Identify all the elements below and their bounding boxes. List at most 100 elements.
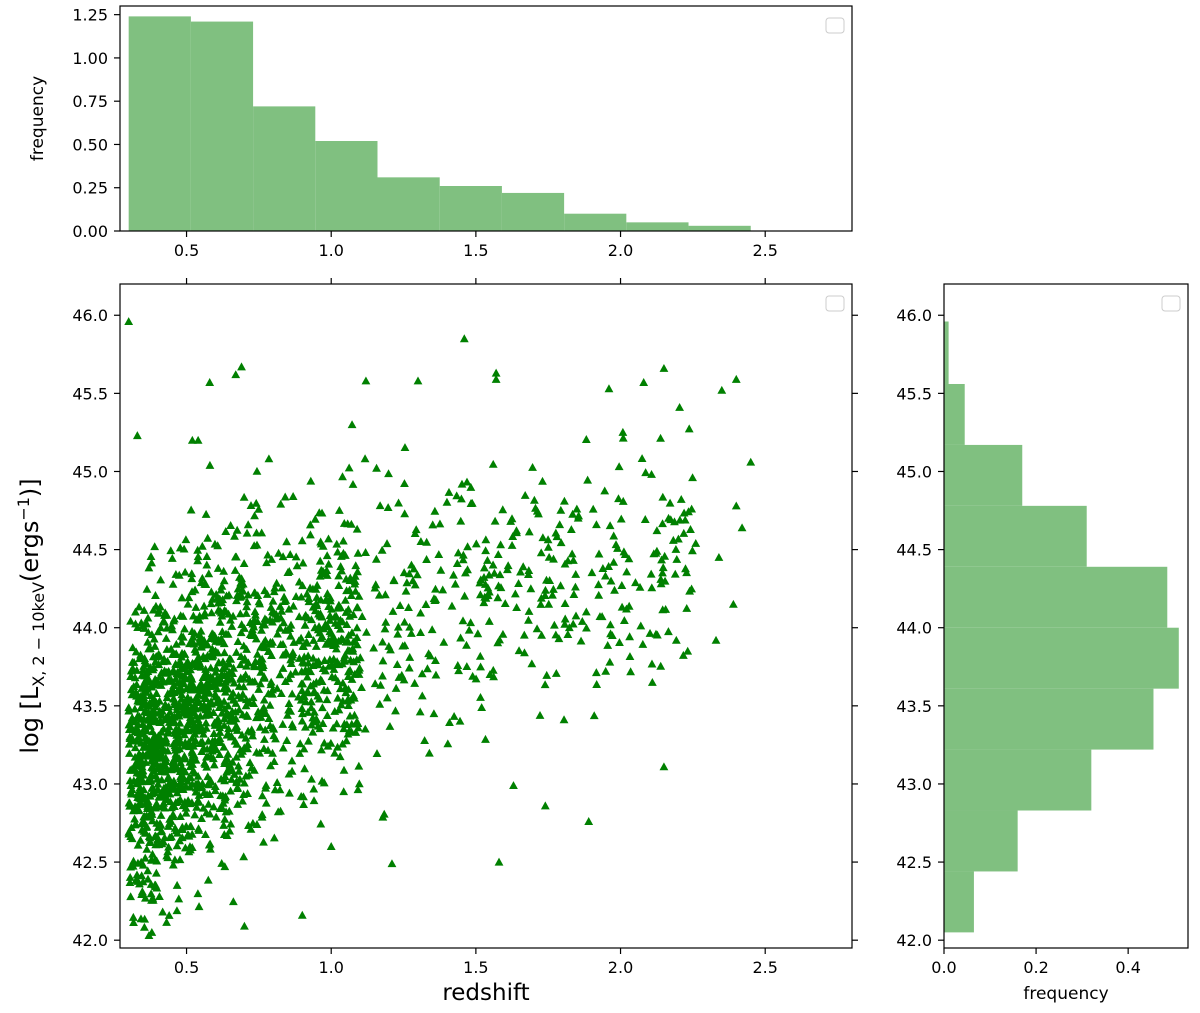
scatter-point-1563: [140, 811, 149, 820]
scatter-point-1025: [342, 736, 351, 745]
scatter-point-1365: [156, 767, 166, 776]
scatter-point-1513: [543, 535, 553, 544]
scatter-point-1555: [592, 680, 602, 688]
scatter-point-991: [687, 504, 697, 513]
scatter-point-65: [514, 579, 523, 588]
scatter-point-1553: [205, 839, 215, 848]
scatter-point-1357: [226, 521, 236, 529]
scatter-point-1209: [268, 617, 277, 626]
scatter-point-1741: [329, 639, 338, 648]
scatter-point-1414: [339, 787, 349, 796]
scatter-point-517: [481, 535, 491, 544]
scatter-point-1744: [311, 598, 321, 607]
scatter-point-1231: [304, 630, 314, 638]
scatter-point-955: [242, 645, 251, 653]
scatter-point-2011: [266, 680, 276, 689]
scatter-point-1449: [141, 675, 150, 684]
scatter-point-1059: [278, 663, 288, 672]
scatter-point-155: [352, 524, 362, 533]
scatter-point-1156: [423, 664, 432, 673]
right-hist-bar-0: [944, 871, 974, 933]
scatter-point-1728: [289, 638, 299, 646]
scatter-point-145: [294, 612, 304, 621]
scatter-point-1172: [295, 739, 305, 748]
scatter-point-565: [538, 476, 547, 485]
scatter-point-1674: [378, 812, 388, 821]
scatter-point-1560: [125, 801, 135, 810]
scatter-point-1742: [276, 499, 286, 508]
right-ytick-label-3: 43.5: [896, 697, 932, 716]
scatter-point-84: [176, 812, 185, 821]
scatter-point-1710: [325, 616, 335, 624]
right-hist-bar-2: [944, 749, 1092, 811]
main-ytick-label-6: 45.0: [72, 462, 108, 481]
top-hist-bar-4: [377, 177, 440, 231]
top-ytick-label-0: 0.00: [72, 222, 108, 241]
scatter-point-165: [568, 509, 578, 518]
scatter-point-72: [193, 552, 203, 561]
scatter-point-2125: [659, 762, 669, 771]
scatter-point-1948: [279, 592, 289, 601]
scatter-point-540: [684, 424, 694, 433]
scatter-point-1078: [252, 466, 262, 475]
scatter-point-1802: [334, 581, 344, 590]
scatter-point-855: [675, 515, 685, 524]
scatter-point-1625: [199, 788, 209, 797]
main-ytick-label-7: 45.5: [72, 384, 108, 403]
scatter-point-1792: [142, 822, 151, 831]
scatter-point-773: [588, 504, 598, 513]
scatter-point-1230: [194, 824, 203, 833]
scatter-point-77: [594, 580, 603, 589]
scatter-point-1845: [344, 684, 353, 693]
scatter-point-1285: [131, 619, 140, 628]
scatter-point-1888: [129, 918, 138, 927]
scatter-point-1895: [345, 665, 355, 674]
scatter-point-1777: [162, 623, 172, 632]
scatter-point-1628: [323, 741, 333, 750]
scatter-point-478: [488, 665, 498, 674]
scatter-point-1138: [569, 590, 579, 598]
scatter-point-1342: [172, 788, 182, 797]
right-ytick-label-1: 42.5: [896, 853, 932, 872]
scatter-point-2036: [188, 638, 198, 646]
scatter-point-1619: [253, 591, 263, 600]
scatter-point-1889: [198, 725, 208, 734]
scatter-point-1524: [204, 799, 213, 808]
scatter-point-2095: [243, 744, 252, 753]
scatter-point-1452: [657, 555, 666, 564]
scatter-point-346: [150, 542, 160, 551]
scatter-point-1547: [248, 818, 258, 827]
scatter-point-1689: [626, 667, 636, 676]
scatter-point-1615: [678, 650, 688, 659]
scatter-point-2122: [728, 599, 738, 608]
scatter-point-1620: [215, 723, 225, 732]
scatter-point-102: [197, 573, 207, 582]
scatter-point-1695: [253, 707, 263, 716]
scatter-point-320: [234, 761, 243, 770]
scatter-point-28: [635, 582, 645, 591]
scatter-point-1409: [422, 537, 432, 546]
scatter-point-1244: [186, 671, 196, 680]
main-scatter-panel: 0.5 1.0 1.5 2.0 2.5 42.0 42.5 43.0 43.5 44.0 44.5 4…: [14, 278, 858, 1006]
scatter-point-1659: [135, 879, 144, 888]
scatter-point-2126: [584, 817, 594, 825]
main-xtick-label-0: 0.5: [174, 958, 199, 977]
scatter-point-448: [255, 599, 265, 608]
scatter-point-1166: [346, 695, 356, 704]
scatter-point-793: [145, 837, 155, 846]
scatter-point-1034: [483, 583, 493, 592]
scatter-point-1992: [184, 773, 194, 781]
scatter-point-93: [125, 749, 134, 757]
scatter-point-553: [334, 571, 344, 580]
scatter-point-1762: [449, 570, 458, 579]
scatter-point-243: [221, 677, 231, 686]
scatter-point-1440: [208, 738, 218, 747]
scatter-point-491: [315, 556, 325, 565]
scatter-point-2051: [280, 597, 289, 605]
scatter-point-527: [658, 519, 667, 528]
scatter-point-181: [142, 584, 152, 593]
scatter-point-2129: [494, 857, 504, 866]
scatter-point-1492: [346, 519, 356, 528]
scatter-point-844: [378, 637, 387, 646]
scatter-point-605: [541, 585, 550, 594]
